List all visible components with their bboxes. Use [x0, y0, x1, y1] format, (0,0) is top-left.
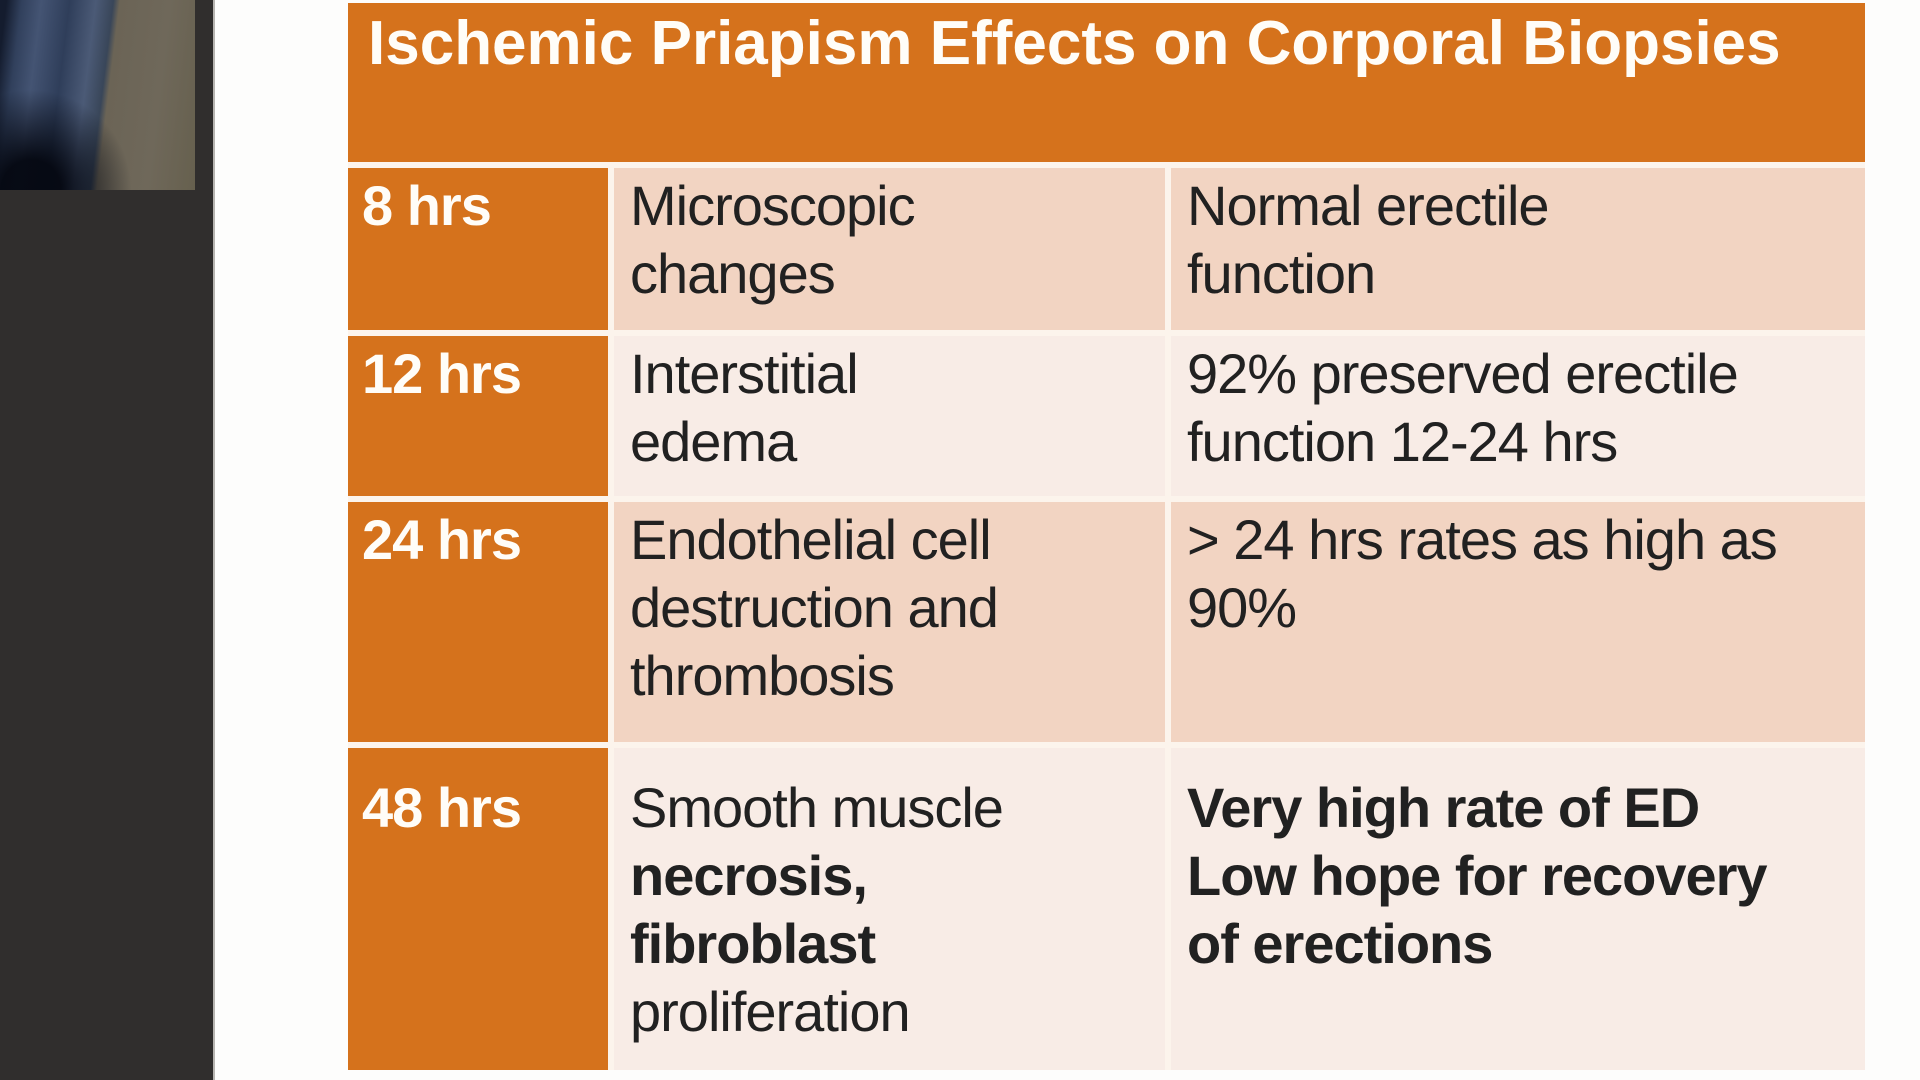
- text-line: fibroblast: [630, 912, 876, 975]
- text-line: Interstitial: [630, 342, 859, 405]
- priapism-effects-table: Ischemic Priapism Effects on Corporal Bi…: [348, 3, 1865, 1070]
- text-line: Low hope for recovery: [1187, 844, 1768, 907]
- time-cell-12hrs: 12 hrs: [348, 336, 608, 496]
- outcome-cell-12hrs: 92% preserved erectile function 12-24 hr…: [1171, 336, 1865, 496]
- text-line: thrombosis: [630, 644, 895, 707]
- text-line: of erections: [1187, 912, 1493, 975]
- text-line: Microscopic: [630, 174, 916, 237]
- left-panel: [0, 0, 215, 1080]
- text-line: function: [1187, 242, 1376, 305]
- text-line: necrosis,: [630, 844, 868, 907]
- text-line: proliferation: [630, 980, 911, 1043]
- outcome-cell-24hrs: > 24 hrs rates as high as 90%: [1171, 502, 1865, 742]
- findings-cell-8hrs: Microscopic changes: [614, 168, 1165, 330]
- text-line: > 24 hrs rates as high as: [1187, 508, 1778, 571]
- outcome-cell-8hrs: Normal erectile function: [1171, 168, 1865, 330]
- text-line: Very high rate of ED: [1187, 776, 1700, 839]
- findings-cell-48hrs: Smooth muscle necrosis, fibroblast proli…: [614, 748, 1165, 1070]
- outcome-cell-48hrs: Very high rate of ED Low hope for recove…: [1171, 748, 1865, 1070]
- findings-cell-12hrs: Interstitial edema: [614, 336, 1165, 496]
- slide-area: Ischemic Priapism Effects on Corporal Bi…: [217, 0, 1920, 1080]
- text-line: destruction and: [630, 576, 999, 639]
- text-line: Smooth muscle: [630, 776, 1004, 839]
- time-cell-24hrs: 24 hrs: [348, 502, 608, 742]
- time-cell-48hrs: 48 hrs: [348, 748, 608, 1070]
- text-line: Endothelial cell: [630, 508, 992, 571]
- text-line: edema: [630, 410, 797, 473]
- text-line: Normal erectile: [1187, 174, 1550, 237]
- findings-cell-24hrs: Endothelial cell destruction and thrombo…: [614, 502, 1165, 742]
- time-cell-8hrs: 8 hrs: [348, 168, 608, 330]
- slide-title: Ischemic Priapism Effects on Corporal Bi…: [348, 3, 1865, 162]
- presenter-webcam: [0, 0, 195, 190]
- text-line: function 12-24 hrs: [1187, 410, 1618, 473]
- text-line: changes: [630, 242, 836, 305]
- text-line: 90%: [1187, 576, 1297, 639]
- text-line: 92% preserved erectile: [1187, 342, 1739, 405]
